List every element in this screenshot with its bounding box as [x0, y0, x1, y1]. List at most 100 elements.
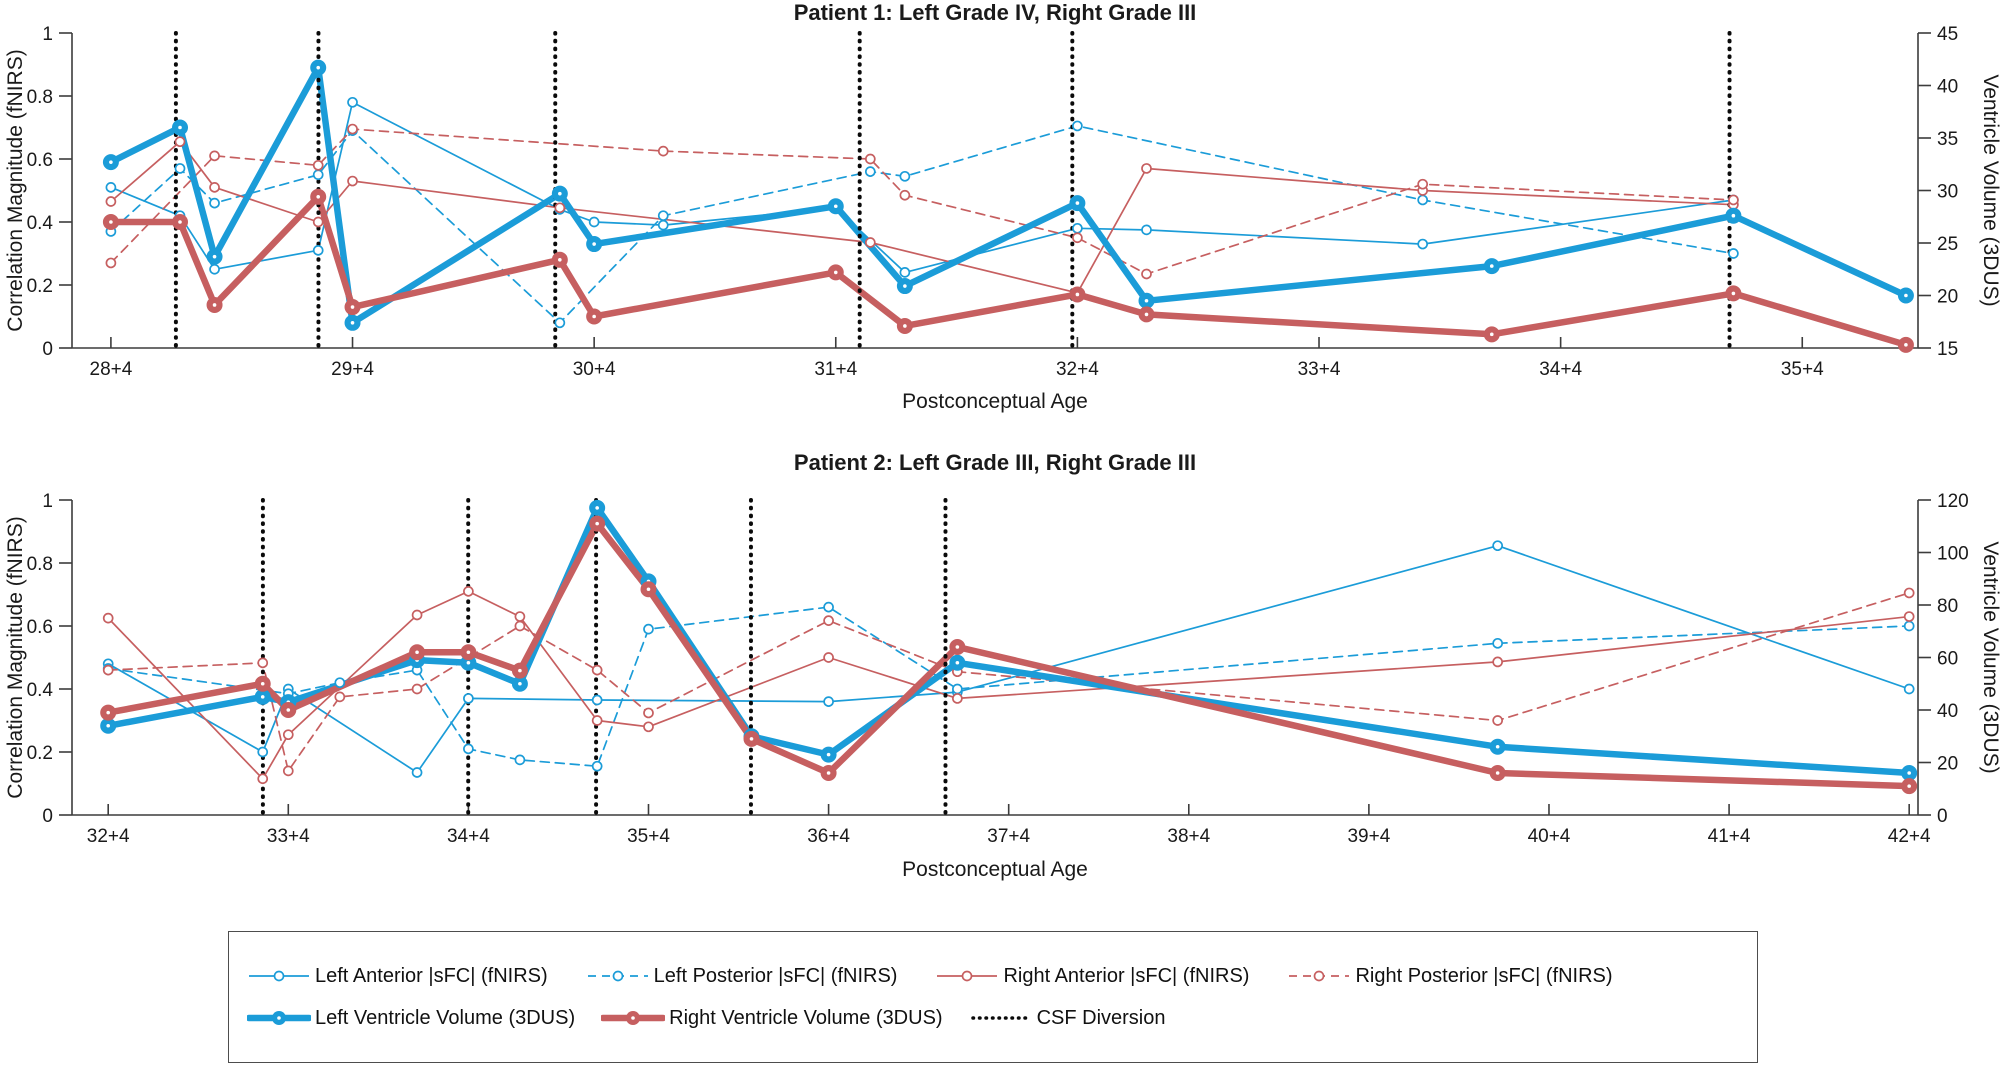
data-point [657, 210, 669, 222]
data-point [588, 216, 600, 228]
data-point [257, 657, 269, 669]
data-point [952, 683, 963, 695]
x-tick-label: 29+4 [331, 359, 374, 380]
series-line-left-posterior-sfc-fnirs [110, 125, 1735, 324]
series-line-right-ventricle-volume-3dus [107, 193, 1910, 349]
legend-item-left-ventricle-volume-3dus: Left Ventricle Volume (3DUS) [247, 1005, 575, 1031]
data-point [864, 153, 876, 165]
series-line-left-posterior-sfc-fnirs [107, 606, 1911, 768]
data-point [209, 182, 220, 193]
data-point-center [1489, 264, 1494, 268]
legend-swatch-thin-dashed-icon [587, 970, 648, 982]
data-point-center [316, 65, 321, 70]
legend-label: Left Posterior |sFC| (fNIRS) [653, 964, 898, 987]
x-tick-label: 33+4 [1298, 359, 1341, 380]
series-lines [107, 64, 1910, 349]
data-point [1417, 178, 1429, 190]
x-axis: 32+4 33+4 34+4 35+4 36+4 37+4 38+4 39+4 40+4 41+4… [87, 804, 1931, 847]
data-point [899, 267, 911, 278]
data-point [209, 263, 220, 275]
y-tick-label-right: 120 [1937, 491, 1969, 512]
legend-row-2: Left Ventricle Volume (3DUS) Right Ventri… [247, 1005, 1757, 1031]
legend-label: Left Anterior |sFC| (fNIRS) [315, 964, 548, 987]
series-line-right-posterior-sfc-fnirs [107, 592, 1911, 772]
patient-1-chart: Patient 1: Left Grade IV, Right Grade II… [4, 0, 2002, 413]
data-point [864, 166, 876, 177]
y-tick-label-right: 15 [1937, 339, 1958, 360]
data-point [554, 202, 566, 214]
data-point [823, 696, 834, 707]
data-point [209, 197, 220, 209]
data-point [643, 721, 654, 733]
series-line-right-posterior-sfc-fnirs [110, 128, 1735, 275]
data-point-center [350, 305, 355, 309]
x-tick-label: 41+4 [1708, 826, 1751, 847]
y-axis-left: 0 0.2 0.4 0.6 0.8 1 [27, 491, 72, 827]
data-point-center [178, 220, 182, 224]
legend-item-right-anterior-sfc-fnirs: Right Anterior |sFC| (fNIRS) [935, 963, 1249, 989]
data-point-center [592, 242, 596, 246]
data-point-center [833, 270, 838, 275]
data-point-center [212, 303, 217, 307]
x-tick-label: 31+4 [814, 359, 857, 380]
data-point-center [518, 668, 522, 673]
data-point-center [1489, 332, 1494, 337]
x-tick-label: 36+4 [807, 826, 850, 847]
x-tick-label: 32+4 [87, 826, 130, 847]
data-point [411, 609, 423, 621]
data-point [1728, 248, 1739, 259]
y-axis-left: 0 0.2 0.4 0.6 0.8 1 [27, 24, 72, 360]
data-point [823, 601, 834, 613]
x-axis-label: Postconceptual Age [902, 390, 1088, 413]
y-tick-label-right: 25 [1937, 234, 1958, 255]
x-tick-label: 37+4 [987, 826, 1030, 847]
legend-swatch-thick-solid-icon [247, 1011, 311, 1025]
y-tick-label-right: 0 [1937, 806, 1948, 827]
series-markers [102, 59, 1914, 353]
legend-swatch-dotted-icon [970, 1016, 1031, 1020]
data-point [1492, 540, 1504, 552]
y-tick-label-left: 0.8 [27, 554, 53, 575]
data-point-center [646, 587, 651, 592]
data-point [347, 123, 358, 135]
chart-legend: Left Anterior |sFC| (fNIRS) Left Posterio… [228, 931, 1758, 1063]
legend-swatch-thin-dashed-icon [1289, 970, 1350, 982]
data-point [514, 620, 526, 632]
data-point-center [316, 195, 321, 199]
legend-swatch-thin-solid-icon [249, 970, 309, 982]
y-tick-label-left: 0 [42, 339, 53, 360]
data-point [347, 96, 358, 108]
data-point [657, 219, 669, 231]
legend-label: Left Ventricle Volume (3DUS) [315, 1006, 576, 1029]
y-axis-label-left: Correlation Magnitude (fNIRS) [4, 49, 27, 331]
data-point-center [260, 681, 265, 686]
legend-label: CSF Diversion [1036, 1006, 1166, 1029]
data-point [514, 611, 526, 622]
legend-item-left-posterior-sfc-fnirs: Left Posterior |sFC| (fNIRS) [586, 963, 898, 989]
data-point [282, 729, 294, 741]
data-point [105, 196, 117, 207]
data-point [105, 182, 117, 193]
data-point-center [558, 191, 562, 196]
legend-swatch-thin-solid-icon [937, 970, 998, 982]
data-point [591, 760, 603, 772]
data-point-center [592, 314, 596, 319]
data-point [463, 586, 474, 597]
data-point [174, 136, 186, 148]
data-point [102, 612, 114, 624]
y-axis-label-left: Correlation Magnitude (fNIRS) [4, 516, 27, 798]
data-point-center [286, 708, 291, 712]
data-point-center [955, 660, 960, 665]
y-tick-label-right: 30 [1937, 182, 1958, 203]
x-tick-label: 38+4 [1167, 826, 1210, 847]
data-point-center [415, 650, 419, 655]
data-point [312, 169, 324, 181]
y-tick-label-right: 20 [1937, 287, 1958, 308]
data-point [347, 175, 358, 187]
y-tick-label-right: 40 [1937, 77, 1958, 98]
data-point [1492, 637, 1504, 649]
y-tick-label-left: 0.6 [27, 617, 53, 638]
data-point [411, 683, 423, 695]
data-point [102, 664, 114, 676]
x-tick-label: 32+4 [1056, 359, 1099, 380]
